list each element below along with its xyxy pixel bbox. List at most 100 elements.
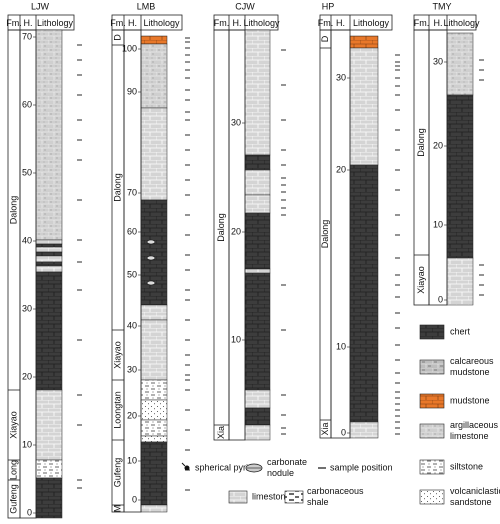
pyrite-tail xyxy=(181,462,186,467)
header-label: H. xyxy=(434,18,443,28)
header-label: Fm. xyxy=(110,18,126,28)
formation-label: Xia xyxy=(216,426,226,439)
height-label: 0 xyxy=(341,427,346,437)
header-box xyxy=(111,14,183,31)
lithology-bed xyxy=(35,261,63,267)
legend-label: mudstone xyxy=(450,367,490,377)
lithology-bed xyxy=(35,459,63,479)
column-title: LMB xyxy=(137,1,156,11)
header-label: H. xyxy=(24,18,33,28)
formation-label: Long xyxy=(8,460,18,480)
formation-label: Xiayao xyxy=(416,266,426,294)
formation-label: D xyxy=(320,35,330,42)
lithology-bed xyxy=(35,251,63,257)
formation-label: Dalong xyxy=(416,128,426,157)
height-label: 20 xyxy=(127,410,137,420)
height-label: 70 xyxy=(22,31,32,41)
section-column: LJW Fm. H. Lithology Dalong Xiayao Long Gufeng 7… xyxy=(6,1,82,519)
height-label: 10 xyxy=(336,341,346,351)
header-label: H. xyxy=(128,18,137,28)
column-title: LJW xyxy=(31,1,50,11)
formation-label: Xiayao xyxy=(112,341,122,369)
lithology-bed xyxy=(244,29,271,156)
legend: chertcalcareousmudstonemudstoneargillace… xyxy=(181,324,500,507)
height-label: 30 xyxy=(433,56,443,66)
height-label: 30 xyxy=(336,72,346,82)
lithology-bed xyxy=(446,94,474,259)
legend-swatch xyxy=(419,489,445,505)
legend-label: shale xyxy=(307,497,329,507)
lithology-bed xyxy=(446,257,474,306)
nodule xyxy=(146,280,156,286)
header-box xyxy=(319,14,393,31)
legend-label: limestone xyxy=(252,491,291,501)
lithology-bed xyxy=(35,265,63,273)
lithology-bed xyxy=(349,164,379,423)
formation-label: Gufeng xyxy=(8,484,18,514)
lithology-bed xyxy=(140,304,168,321)
header-label: Lithology xyxy=(443,18,480,28)
height-label: 70 xyxy=(127,187,137,197)
legend-swatch xyxy=(419,459,445,475)
shale-icon xyxy=(284,490,304,504)
lithology-bed xyxy=(244,169,271,196)
lithology-bed xyxy=(244,389,271,409)
lithology-bed xyxy=(244,154,271,171)
lithology-bed xyxy=(140,199,168,306)
formation-label: Dalong xyxy=(320,220,330,249)
legend-label: sample position xyxy=(330,462,393,472)
formation-label: Dalong xyxy=(216,213,226,242)
height-label: 10 xyxy=(127,455,137,465)
height-label: 50 xyxy=(127,269,137,279)
height-label: 10 xyxy=(231,334,241,344)
legend-label: argillaceous xyxy=(450,420,499,430)
legend-swatch xyxy=(419,423,445,439)
lithology-bed xyxy=(35,271,63,391)
formation-label: Xiayao xyxy=(8,411,18,439)
lithology-bed xyxy=(446,32,474,96)
height-label: 10 xyxy=(433,219,443,229)
lithology-bed xyxy=(140,43,168,109)
lithology-bed xyxy=(140,441,168,506)
height-label: 100 xyxy=(122,43,137,53)
lithology-bed xyxy=(35,389,63,461)
lithology-bed xyxy=(140,435,168,443)
section-column: LMB Fm. H. Lithology D Dalong Xiayao Loongtan Gu… xyxy=(110,1,190,513)
height-label: 50 xyxy=(22,167,32,177)
header-label: Lithology xyxy=(37,18,74,28)
legend-label: carbonaceous xyxy=(307,486,364,496)
legend-swatch xyxy=(419,359,445,375)
lithology-bed xyxy=(244,268,271,274)
column-title: CJW xyxy=(235,1,255,11)
section-column: CJW Fm. H. Lithology Dalong Xia 30 20 10 xyxy=(213,1,286,441)
lithology-bed xyxy=(35,243,63,248)
lithology-bed xyxy=(349,35,379,49)
height-label: 20 xyxy=(22,371,32,381)
lithology-bed xyxy=(140,107,168,201)
header-label: Lithology xyxy=(243,18,280,28)
legend-label: chert xyxy=(450,326,471,336)
height-label: 20 xyxy=(231,226,241,236)
header-label: H. xyxy=(233,18,242,28)
header-label: Fm. xyxy=(214,18,230,28)
legend-item: limestone xyxy=(228,490,291,504)
header-label: Fm. xyxy=(318,18,334,28)
header-label: Lithology xyxy=(143,18,180,28)
formation-label: Dalong xyxy=(112,173,122,202)
nodule xyxy=(146,255,156,261)
height-label: 60 xyxy=(22,99,32,109)
lithology-bed xyxy=(140,35,168,45)
section-column: HP Fm. H. Lithology D Dalong Xia 30 20 10 0 xyxy=(318,1,400,439)
formation-label: Loongtan xyxy=(112,391,122,429)
height-label: 0 xyxy=(438,294,443,304)
legend-swatch xyxy=(419,393,445,409)
height-label: 10 xyxy=(22,439,32,449)
lithology-bed xyxy=(35,255,63,263)
height-label: 0 xyxy=(132,494,137,504)
header-label: H. xyxy=(336,18,345,28)
lithology-bed xyxy=(244,272,271,391)
